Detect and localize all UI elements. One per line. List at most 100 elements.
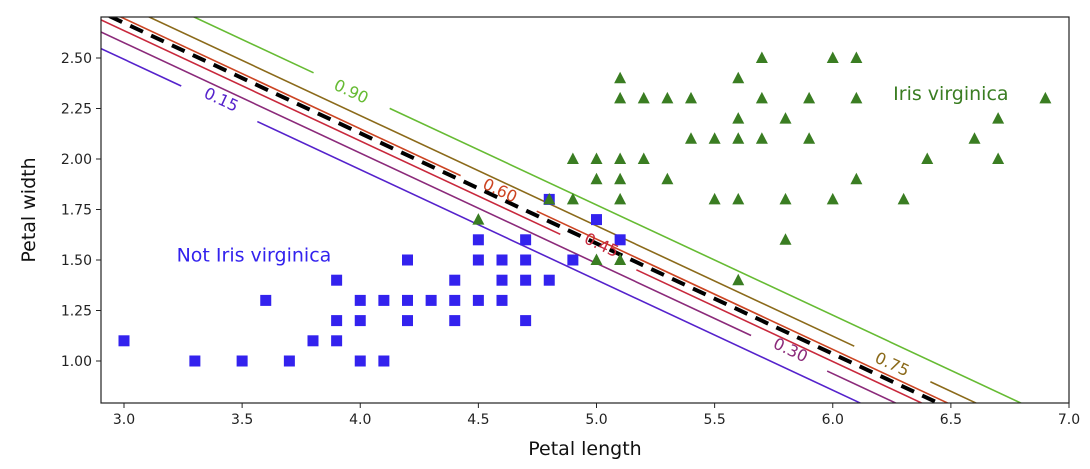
point-not-iris-virginica bbox=[118, 335, 130, 347]
point-iris-virginica bbox=[590, 152, 603, 164]
contour-line-0.30 bbox=[826, 370, 897, 403]
point-not-iris-virginica bbox=[496, 254, 508, 266]
contour-lines-layer bbox=[101, 17, 1023, 403]
x-tick-label: 3.5 bbox=[231, 412, 253, 428]
point-not-iris-virginica bbox=[283, 355, 295, 367]
contour-line-0.60 bbox=[118, 17, 461, 177]
point-not-iris-virginica bbox=[567, 254, 579, 266]
contour-labels-layer: 0.150.300.450.600.750.90 bbox=[201, 75, 912, 380]
point-iris-virginica bbox=[1039, 91, 1052, 104]
point-not-iris-virginica bbox=[189, 355, 201, 367]
annotation-iris-virginica: Iris virginica bbox=[893, 83, 1008, 105]
point-iris-virginica bbox=[732, 132, 745, 144]
point-iris-virginica bbox=[826, 51, 839, 63]
point-not-iris-virginica bbox=[331, 274, 343, 286]
point-iris-virginica bbox=[590, 172, 603, 185]
y-tick-label: 1.00 bbox=[61, 354, 92, 370]
point-iris-virginica bbox=[566, 192, 579, 205]
point-iris-virginica bbox=[968, 132, 981, 144]
point-iris-virginica bbox=[708, 192, 721, 205]
point-not-iris-virginica bbox=[614, 234, 626, 246]
contour-line-0.75 bbox=[147, 17, 855, 347]
point-iris-virginica bbox=[543, 192, 556, 205]
point-not-iris-virginica bbox=[591, 214, 602, 226]
x-tick-label: 6.5 bbox=[940, 412, 962, 428]
contour-label-0.15: 0.15 bbox=[201, 83, 241, 115]
x-axis-title: Petal length bbox=[528, 438, 641, 460]
point-iris-virginica bbox=[779, 233, 792, 245]
y-tick-label: 2.25 bbox=[61, 102, 92, 118]
point-not-iris-virginica bbox=[402, 254, 413, 266]
point-not-iris-virginica bbox=[449, 274, 461, 286]
x-tick-label: 5.0 bbox=[585, 412, 607, 428]
contour-label-0.45: 0.45 bbox=[581, 229, 621, 261]
x-tick-label: 5.5 bbox=[703, 412, 725, 428]
point-not-iris-virginica bbox=[331, 335, 343, 347]
contour-label-0.75: 0.75 bbox=[872, 348, 912, 380]
point-iris-virginica bbox=[685, 91, 697, 104]
contour-label-0.90: 0.90 bbox=[331, 75, 371, 107]
point-not-iris-virginica bbox=[472, 294, 484, 306]
point-iris-virginica bbox=[992, 112, 1005, 124]
y-tick-label: 2.00 bbox=[61, 152, 92, 168]
y-tick-label: 1.50 bbox=[61, 253, 92, 269]
x-axis: 3.0 3.5 4.0 4.5 5.0 5.5 6.0 6.5 7.0 bbox=[113, 403, 1080, 428]
point-not-iris-virginica bbox=[425, 294, 437, 306]
point-iris-virginica bbox=[637, 91, 650, 104]
point-iris-virginica bbox=[850, 51, 863, 63]
y-tick-label: 1.75 bbox=[61, 203, 92, 219]
x-tick-label: 4.5 bbox=[467, 412, 489, 428]
annotation-not-iris-virginica: Not Iris virginica bbox=[177, 244, 332, 266]
point-not-iris-virginica bbox=[496, 294, 508, 306]
point-iris-virginica bbox=[614, 253, 627, 265]
annotations-layer: Not Iris virginica Iris virginica bbox=[177, 83, 1009, 267]
point-iris-virginica bbox=[850, 91, 863, 104]
point-iris-virginica bbox=[614, 71, 627, 84]
point-not-iris-virginica bbox=[307, 335, 319, 347]
contour-label-0.60: 0.60 bbox=[480, 174, 520, 206]
point-iris-virginica bbox=[755, 132, 768, 144]
point-not-iris-virginica bbox=[543, 274, 555, 286]
contour-line-0.30 bbox=[101, 31, 752, 337]
y-tick-label: 1.25 bbox=[61, 304, 92, 320]
contour-line-0.60 bbox=[536, 210, 949, 403]
point-not-iris-virginica bbox=[354, 294, 366, 306]
point-iris-virginica bbox=[590, 253, 603, 265]
point-iris-virginica bbox=[708, 132, 721, 144]
x-tick-label: 6.0 bbox=[822, 412, 844, 428]
data-points-layer bbox=[118, 51, 1052, 367]
y-axis-title: Petal width bbox=[18, 157, 40, 262]
point-iris-virginica bbox=[921, 152, 934, 164]
point-iris-virginica bbox=[637, 152, 650, 164]
point-iris-virginica bbox=[803, 91, 816, 104]
point-not-iris-virginica bbox=[378, 294, 390, 306]
point-iris-virginica bbox=[755, 51, 768, 63]
point-not-iris-virginica bbox=[354, 315, 366, 327]
contour-line-0.15 bbox=[101, 47, 182, 87]
point-iris-virginica bbox=[779, 112, 792, 124]
point-iris-virginica bbox=[826, 192, 839, 205]
decision-boundary-line bbox=[106, 17, 940, 403]
contour-line-0.90 bbox=[192, 17, 314, 74]
point-not-iris-virginica bbox=[354, 355, 366, 367]
point-iris-virginica bbox=[661, 91, 674, 104]
point-iris-virginica bbox=[614, 172, 627, 185]
point-iris-virginica bbox=[732, 112, 745, 124]
point-iris-virginica bbox=[779, 192, 792, 205]
y-axis: 1.00 1.25 1.50 1.75 2.00 2.25 2.50 bbox=[61, 51, 101, 370]
point-iris-virginica bbox=[897, 192, 910, 205]
point-not-iris-virginica bbox=[402, 315, 413, 327]
contour-line-0.45 bbox=[636, 269, 923, 403]
point-iris-virginica bbox=[685, 132, 697, 144]
point-iris-virginica bbox=[614, 152, 627, 164]
point-not-iris-virginica bbox=[520, 315, 532, 327]
point-not-iris-virginica bbox=[472, 234, 484, 246]
point-iris-virginica bbox=[566, 152, 579, 164]
point-iris-virginica bbox=[661, 172, 674, 185]
point-iris-virginica bbox=[614, 192, 627, 205]
point-iris-virginica bbox=[992, 152, 1005, 164]
point-iris-virginica bbox=[472, 213, 485, 225]
point-iris-virginica bbox=[803, 132, 816, 144]
point-iris-virginica bbox=[732, 192, 745, 205]
